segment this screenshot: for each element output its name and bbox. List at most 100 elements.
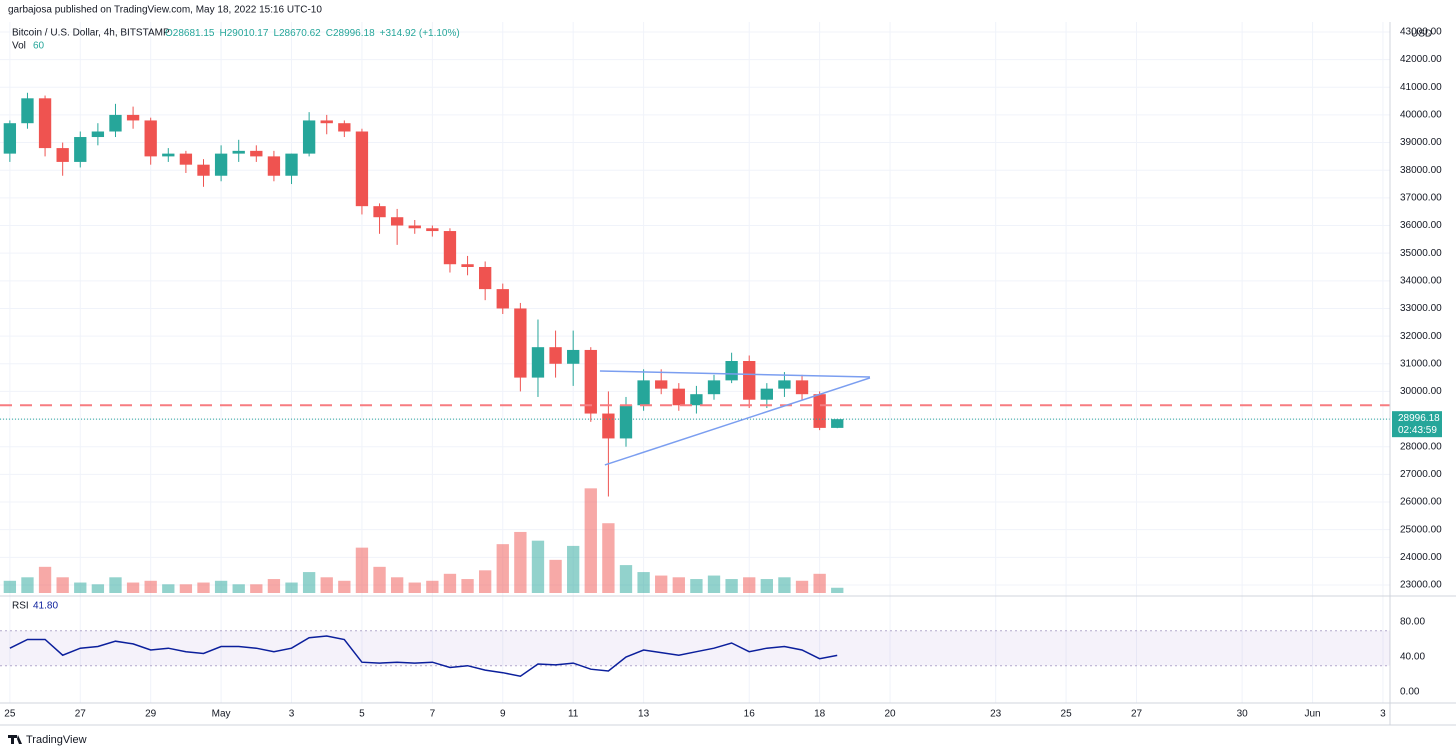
x-tick-label: Jun — [1304, 709, 1320, 720]
rsi-band — [0, 630, 1390, 666]
legend-value: L28670.62 — [273, 28, 321, 39]
x-tick-label: 7 — [430, 709, 436, 720]
volume-bar — [672, 577, 685, 593]
y-tick-label: 35000.00 — [1400, 248, 1442, 259]
candle-body — [56, 148, 69, 162]
candle-body — [813, 394, 826, 428]
y-tick-label: 31000.00 — [1400, 358, 1442, 369]
volume-bar — [760, 579, 773, 593]
x-tick-label: 27 — [75, 709, 87, 720]
volume-bar — [690, 579, 703, 593]
x-tick-label: 11 — [568, 709, 579, 720]
candle-body — [426, 228, 439, 232]
volume-bar — [285, 582, 298, 593]
x-tick-label: 29 — [145, 709, 157, 720]
x-tick-label: 25 — [4, 709, 16, 720]
volume-bar — [408, 582, 421, 593]
candle-body — [760, 388, 773, 400]
volume-bar — [707, 575, 721, 593]
candle-body — [690, 394, 703, 406]
candle-body — [602, 413, 615, 439]
candle-body — [214, 153, 228, 176]
x-tick-label: 20 — [884, 709, 896, 720]
candle-body — [250, 150, 263, 157]
legend-value: C28996.18 — [326, 28, 375, 39]
candle-body — [778, 380, 791, 389]
legend-value: O28681.15 — [165, 28, 215, 39]
volume-bar — [795, 580, 809, 593]
volume-bar — [584, 488, 597, 593]
volume-bar — [109, 577, 122, 593]
volume-bar — [302, 572, 316, 593]
candle-body — [74, 137, 87, 162]
x-tick-label: 9 — [500, 709, 506, 720]
volume-length: 60 — [33, 41, 45, 52]
volume-bar — [338, 580, 351, 593]
footer: TradingView — [26, 734, 87, 746]
candle-body — [373, 206, 386, 218]
x-tick-label: 3 — [1380, 709, 1386, 720]
rsi-name: RSI — [12, 601, 29, 612]
volume-bar — [549, 559, 562, 593]
candle-body — [549, 347, 562, 364]
volume-bar — [144, 580, 157, 593]
y-tick-label: 42000.00 — [1400, 54, 1442, 65]
currency-box — [1408, 26, 1432, 40]
volume-bar — [831, 587, 844, 593]
candle-body — [267, 156, 281, 176]
rsi-value: 41.80 — [33, 601, 58, 612]
candle-body — [619, 405, 633, 439]
candle-body — [672, 388, 685, 406]
candle-body — [496, 289, 509, 309]
volume-bar — [496, 544, 509, 593]
candle-body — [285, 153, 298, 176]
candle-body — [567, 349, 580, 364]
volume-bar — [267, 579, 281, 593]
volume-bar — [232, 584, 245, 593]
y-tick-label: 39000.00 — [1400, 137, 1442, 148]
candle-body — [531, 347, 545, 378]
y-tick-label: 41000.00 — [1400, 82, 1442, 93]
rsi-line — [9, 635, 838, 677]
publisher: garbajosa published on TradingView.com, … — [8, 5, 322, 16]
last-price-box — [1392, 411, 1442, 438]
x-tick-label: 16 — [744, 709, 756, 720]
footer-logo — [8, 735, 22, 744]
y-tick-label: 34000.00 — [1400, 275, 1442, 286]
y-tick-label: 40000.00 — [1400, 110, 1442, 121]
currency: USD — [1411, 29, 1432, 40]
candle-body — [831, 419, 844, 428]
candle-body — [232, 150, 245, 154]
volume-bar — [443, 573, 457, 593]
last-price-label: 28996.18 — [1398, 413, 1440, 424]
y-tick-label: 43000.00 — [1400, 27, 1442, 38]
rsi-tick-label: 40.00 — [1400, 652, 1425, 663]
candle-body — [302, 120, 316, 154]
candle-body — [109, 114, 122, 132]
y-tick-label: 32000.00 — [1400, 331, 1442, 342]
y-tick-label: 27000.00 — [1400, 469, 1442, 480]
volume-bar — [3, 580, 17, 593]
legend-value: +314.92 (+1.10%) — [380, 28, 460, 39]
volume-bar — [179, 584, 193, 593]
volume-bar — [461, 579, 474, 593]
volume-bar — [637, 572, 650, 593]
candle-body — [637, 380, 650, 406]
candle-body — [443, 231, 457, 265]
volume-bar — [320, 577, 333, 593]
volume-bar — [74, 582, 87, 593]
trendline — [599, 370, 870, 378]
volume-bar — [126, 582, 140, 593]
volume-bar — [531, 540, 545, 593]
x-tick-label: 30 — [1237, 709, 1249, 720]
candle-body — [38, 98, 52, 149]
candle-body — [197, 164, 210, 176]
y-tick-label: 33000.00 — [1400, 303, 1442, 314]
candle-body — [390, 217, 404, 226]
candle-body — [479, 266, 492, 290]
volume-bar — [91, 584, 105, 593]
candle-body — [162, 153, 175, 157]
candle-body — [461, 264, 474, 267]
volume-bar — [390, 577, 404, 593]
